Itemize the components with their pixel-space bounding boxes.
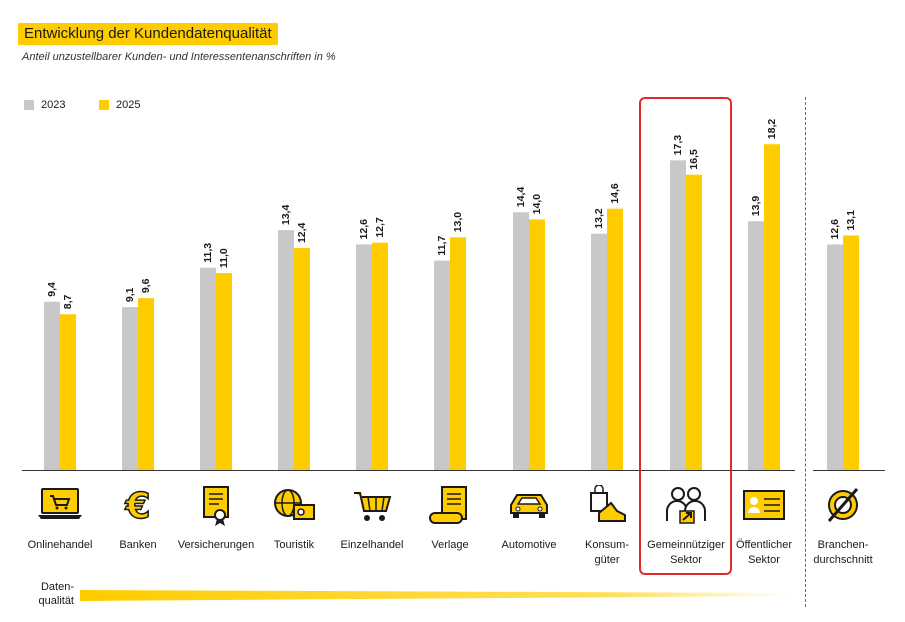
category-label-9: Öffentlicher Sektor [714, 538, 814, 568]
bar-2023-2 [200, 267, 216, 470]
bar-2025-3 [294, 248, 310, 470]
bar-2023-7 [591, 233, 607, 470]
bar-2025-5 [450, 237, 466, 470]
legend-label-2023: 2023 [41, 99, 66, 111]
bar-2025-7 [607, 208, 623, 470]
category-label-line: Gemeinnütziger [647, 539, 725, 551]
legend-item-2023: 2023 [24, 99, 65, 111]
data-label-2023-10: 12,6 [829, 219, 841, 240]
svg-text:€: € [124, 486, 150, 527]
bar-2023-1 [122, 307, 138, 470]
chart-subtitle: Anteil unzustellbarer Kunden- und Intere… [22, 51, 336, 63]
data-label-2023-2: 11,3 [202, 243, 214, 263]
data-label-2023-8: 17,3 [672, 135, 684, 156]
category-label-line: durchschnitt [813, 554, 873, 566]
data-label-2025-5: 13,0 [452, 212, 464, 233]
quality-axis-label: Daten- qualität [38, 581, 74, 607]
bar-2025-10 [843, 235, 859, 470]
bar-2023-3 [278, 230, 294, 470]
category-label-line: Versicherungen [177, 539, 255, 551]
data-label-2025-2: 11,0 [218, 248, 230, 268]
data-label-2025-10: 13,1 [845, 210, 857, 231]
category-label-line: Banken [119, 539, 157, 551]
bar-2023-10 [827, 244, 843, 470]
data-label-2025-9: 18,2 [766, 119, 778, 140]
certificate-icon [194, 485, 238, 532]
people-helping-icon [664, 485, 708, 532]
category-label-2: Versicherungen [166, 538, 266, 553]
bar-2023-4 [356, 244, 372, 470]
category-label-5: Verlage [400, 538, 500, 553]
highlight-box [639, 97, 732, 575]
bar-2025-2 [216, 273, 232, 470]
newspaper-icon [428, 485, 472, 532]
data-label-2025-6: 14,0 [531, 194, 543, 215]
data-label-2023-4: 12,6 [358, 219, 370, 240]
category-label-8: Gemeinnütziger Sektor [636, 538, 736, 568]
category-label-line: Verlage [431, 539, 469, 551]
data-label-2023-0: 9,4 [46, 282, 58, 297]
data-label-2025-7: 14,6 [609, 183, 621, 204]
data-label-2025-1: 9,6 [140, 278, 152, 293]
bar-2023-5 [434, 260, 450, 470]
bar-2023-6 [513, 212, 529, 471]
bar-2025-4 [372, 242, 388, 470]
legend-swatch-2025 [99, 100, 109, 110]
data-label-2025-4: 12,7 [374, 217, 386, 238]
data-label-2023-1: 9,1 [124, 287, 136, 302]
category-label-line: Automotive [501, 539, 557, 551]
category-label-3: Touristik [244, 538, 344, 553]
category-label-10: Branchen-durchschnitt [793, 538, 893, 568]
category-label-1: Banken [88, 538, 188, 553]
data-label-2023-6: 14,4 [515, 187, 527, 208]
category-label-line: Sektor [748, 554, 780, 566]
legend-item-2025: 2025 [99, 99, 140, 111]
category-label-6: Automotive [479, 538, 579, 553]
data-label-2025-8: 16,5 [688, 149, 700, 170]
bar-2025-6 [529, 219, 545, 470]
bar-2025-9 [764, 144, 780, 470]
shopping-bag-shoe-icon [585, 484, 629, 532]
globe-ticket-icon [272, 485, 316, 532]
category-label-line: güter [594, 554, 620, 566]
id-card-icon [742, 485, 786, 532]
bar-2023-8 [670, 160, 686, 470]
data-label-2023-5: 11,7 [436, 236, 448, 256]
quality-gradient-bar [80, 590, 790, 601]
chart-title: Entwicklung der Kundendatenqualität [18, 23, 278, 45]
average-separator [805, 97, 806, 607]
bar-2025-8 [686, 174, 702, 470]
category-label-line: Onlinehandel [27, 539, 93, 551]
car-icon [507, 485, 551, 532]
category-label-0: Onlinehandel [10, 538, 110, 553]
legend-label-2025: 2025 [116, 99, 141, 111]
euro-icon: € [116, 485, 160, 532]
category-label-4: Einzelhandel [322, 538, 422, 553]
average-icon [821, 485, 865, 532]
bar-2025-1 [138, 298, 154, 470]
bar-2023-9 [748, 221, 764, 470]
category-label-line: Branchen- [817, 539, 869, 551]
category-label-line: Einzelhandel [340, 539, 404, 551]
category-label-line: Konsum- [584, 539, 630, 551]
category-label-line: Sektor [670, 554, 702, 566]
category-label-line: Öffentlicher [735, 539, 793, 551]
data-label-2023-3: 13,4 [280, 205, 292, 226]
bar-2025-0 [60, 314, 76, 470]
data-label-2023-7: 13,2 [593, 208, 605, 229]
category-label-line: Touristik [273, 539, 315, 551]
data-label-2025-3: 12,4 [296, 222, 308, 243]
shopping-basket-icon [350, 485, 394, 532]
data-label-2023-9: 13,9 [750, 196, 762, 217]
shopping-cart-laptop-icon [38, 485, 82, 532]
data-label-2025-0: 8,7 [62, 295, 74, 310]
legend-swatch-2023 [24, 100, 34, 110]
bar-2023-0 [44, 301, 60, 470]
category-label-7: Konsum-güter [557, 538, 657, 568]
